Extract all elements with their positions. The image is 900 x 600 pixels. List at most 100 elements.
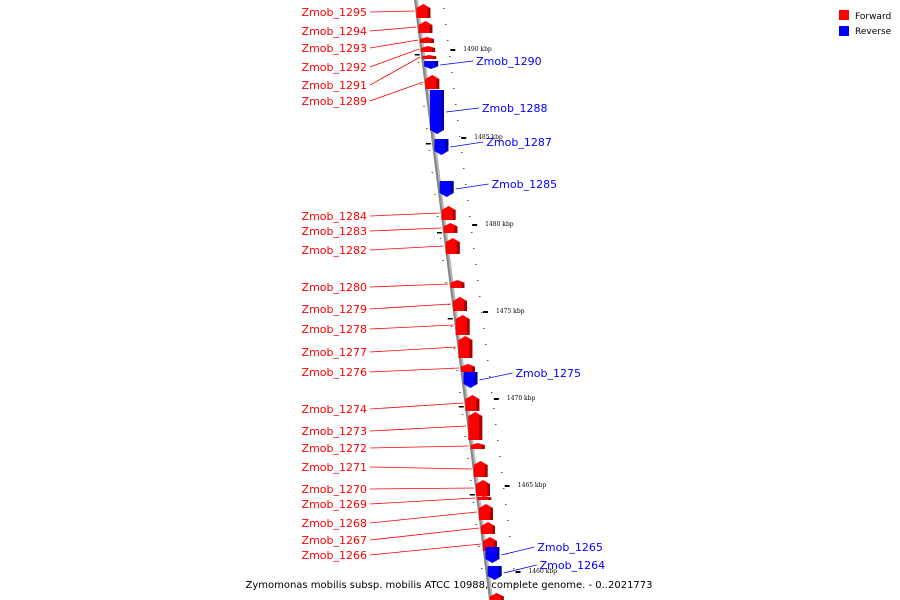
minor-tick — [442, 260, 444, 261]
minor-tick — [497, 440, 499, 441]
gene-label[interactable]: Zmob_1280 — [302, 281, 367, 294]
forward-gene-glyph — [453, 297, 467, 311]
gene-glyph-shade — [464, 301, 467, 311]
forward-gene-glyph — [461, 364, 475, 372]
minor-tick — [485, 344, 487, 345]
gene-label[interactable]: Zmob_1295 — [302, 6, 367, 19]
minor-tick — [478, 546, 480, 547]
gene-glyph-shade — [498, 566, 502, 576]
gene-label[interactable]: Zmob_1277 — [302, 346, 367, 359]
gene-leader-line — [369, 227, 442, 232]
gene-label[interactable]: Zmob_1269 — [302, 498, 367, 511]
gene-label[interactable]: Zmob_1278 — [302, 323, 367, 336]
gene-glyph-shade — [452, 210, 456, 220]
gene-label[interactable]: Zmob_1283 — [302, 225, 367, 238]
gene-label[interactable]: Zmob_1291 — [302, 79, 367, 92]
gene-label[interactable]: Zmob_1267 — [302, 534, 367, 547]
gene-label[interactable]: Zmob_1273 — [302, 425, 367, 438]
gene-label[interactable]: Zmob_1284 — [302, 210, 367, 223]
gene-label[interactable]: Zmob_1265 — [537, 541, 602, 554]
reverse-gene-glyph — [434, 139, 449, 155]
forward-gene-glyph — [455, 315, 470, 335]
minor-tick — [483, 328, 485, 329]
gene-label[interactable]: Zmob_1266 — [302, 549, 367, 562]
gene-label[interactable]: Zmob_1282 — [302, 244, 367, 257]
major-tick — [483, 311, 488, 313]
genome-caption: Zymomonas mobilis subsp. mobilis ATCC 10… — [245, 580, 652, 591]
forward-gene-glyph — [422, 55, 437, 59]
major-tick — [504, 485, 510, 487]
minor-tick — [453, 88, 455, 89]
gene-leader-line — [479, 372, 513, 381]
gene-leader-line — [369, 487, 475, 490]
forward-gene-glyph — [441, 206, 456, 220]
gene-label[interactable]: Zmob_1270 — [302, 483, 367, 496]
reverse-gene-glyph — [487, 566, 502, 580]
minor-tick — [445, 24, 447, 25]
forward-gene-glyph — [425, 75, 440, 89]
legend-reverse-swatch — [839, 26, 849, 36]
minor-tick — [461, 152, 463, 153]
minor-tick — [437, 216, 439, 217]
gene-glyph-shade — [500, 596, 504, 600]
gene-label[interactable]: Zmob_1293 — [302, 42, 367, 55]
gene-label[interactable]: Zmob_1275 — [516, 367, 581, 380]
gene-glyph-shade — [435, 61, 439, 67]
gene-label[interactable]: Zmob_1268 — [302, 517, 367, 530]
gene-label[interactable]: Zmob_1292 — [302, 61, 367, 74]
gene-leader-line — [501, 546, 535, 556]
gene-label[interactable]: Zmob_1289 — [302, 95, 367, 108]
forward-gene-glyph — [489, 593, 504, 600]
gene-leader-line — [455, 183, 489, 190]
gene-label[interactable]: Zmob_1276 — [302, 366, 367, 379]
gene-glyph-shade — [436, 79, 440, 89]
minor-tick — [473, 248, 475, 249]
notch-mark — [425, 143, 431, 145]
gene-leader-line — [369, 497, 476, 505]
gene-label[interactable]: Zmob_1290 — [476, 55, 541, 68]
minor-tick — [426, 128, 428, 129]
gene-leader-line — [369, 445, 469, 449]
gene-glyph-shade — [427, 8, 431, 18]
minor-tick — [434, 194, 436, 195]
legend-forward-swatch — [839, 10, 849, 20]
minor-tick — [467, 200, 469, 201]
gene-label[interactable]: Zmob_1294 — [302, 25, 367, 38]
gene-leader-line — [369, 56, 421, 86]
gene-glyph-shade — [461, 282, 465, 288]
major-tick — [450, 49, 456, 51]
minor-tick — [499, 456, 501, 457]
tick-label: 1490 kbp — [463, 46, 492, 53]
gene-glyph-shade — [441, 90, 444, 130]
gene-label[interactable]: Zmob_1279 — [302, 303, 367, 316]
minor-tick — [479, 296, 481, 297]
minor-tick — [464, 436, 466, 437]
gene-leader-line — [369, 245, 444, 251]
gene-glyph-shade — [454, 226, 458, 233]
gene-label[interactable]: Zmob_1288 — [482, 102, 547, 115]
legend-reverse-label: Reverse — [855, 27, 892, 37]
minor-tick — [467, 458, 469, 459]
forward-gene-glyph — [458, 336, 473, 358]
gene-glyph-shade — [472, 366, 475, 372]
minor-tick — [472, 502, 475, 503]
tick-label: 1485 kbp — [474, 134, 503, 141]
gene-leader-line — [440, 60, 474, 66]
gene-leader-line — [369, 543, 482, 556]
gene-leader-line — [369, 425, 467, 432]
minor-tick — [420, 84, 422, 85]
gene-leader-line — [369, 283, 449, 288]
gene-label[interactable]: Zmob_1285 — [492, 178, 557, 191]
notch-mark — [447, 318, 453, 320]
gene-label[interactable]: Zmob_1287 — [486, 136, 551, 149]
gene-label[interactable]: Zmob_1271 — [302, 461, 367, 474]
gene-label[interactable]: Zmob_1274 — [302, 403, 367, 416]
gene-label[interactable]: Zmob_1264 — [540, 559, 605, 572]
gene-label[interactable]: Zmob_1272 — [302, 442, 367, 455]
forward-gene-glyph — [473, 461, 488, 477]
gene-glyph-shade — [492, 526, 495, 534]
tick-label: 1465 kbp — [518, 482, 547, 489]
forward-gene-glyph — [481, 522, 495, 534]
forward-gene-glyph — [421, 46, 436, 52]
gene-leader-line — [369, 527, 480, 541]
